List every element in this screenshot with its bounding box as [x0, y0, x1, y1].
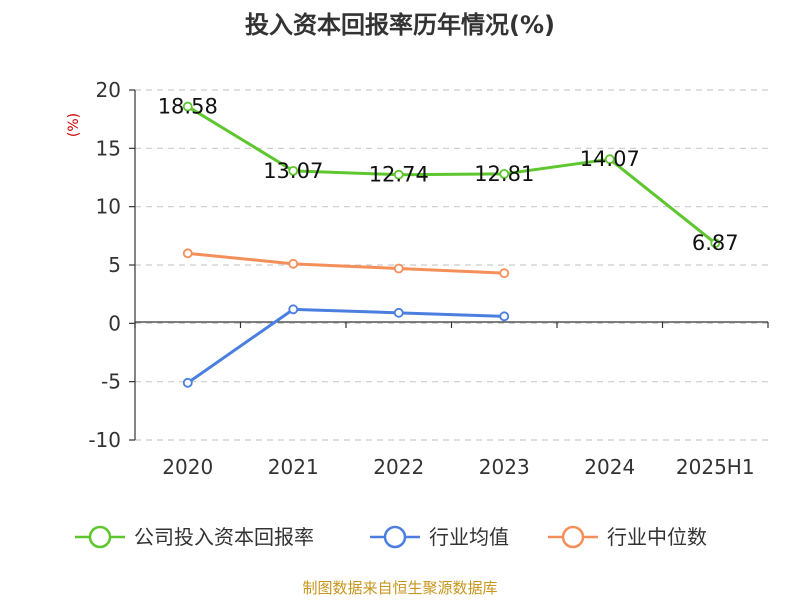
y-tick-label: 5	[108, 253, 121, 277]
data-point	[393, 169, 404, 180]
data-label: 6.87	[692, 231, 739, 255]
series-line	[186, 105, 717, 245]
series-layer	[182, 101, 721, 388]
y-tick-label: -5	[101, 370, 121, 394]
y-tick-label: 0	[108, 311, 121, 335]
legend-marker-icon	[383, 525, 407, 549]
series-0	[182, 101, 721, 249]
grid-lines	[135, 89, 768, 441]
data-label: 18.58	[158, 95, 218, 119]
data-label: 12.74	[369, 163, 429, 187]
y-tick-label: 20	[96, 78, 121, 102]
legend-item[interactable]: 行业中位数	[548, 525, 707, 549]
legend-marker-icon	[561, 525, 585, 549]
y-axis-unit-label: (%)	[66, 113, 82, 137]
y-tick-label: 15	[96, 136, 121, 160]
legend-marker-icon	[88, 525, 112, 549]
x-tick-label: 2024	[584, 455, 635, 479]
y-tick-label: 10	[96, 195, 121, 219]
data-point	[182, 248, 193, 259]
x-tick-label: 2020	[162, 455, 213, 479]
data-point	[710, 238, 721, 249]
data-point	[288, 165, 299, 176]
data-point	[604, 154, 615, 165]
legend-label: 行业中位数	[607, 525, 707, 549]
data-label: 13.07	[263, 159, 323, 183]
legend-label: 行业均值	[429, 525, 509, 549]
series-line	[187, 251, 505, 275]
chart-title: 投入资本回报率历年情况(%)	[245, 11, 555, 39]
data-point	[393, 307, 404, 318]
data-label: 12.81	[474, 162, 534, 186]
axes: 20 15 10 5 0 -5 -10 2020 2021 2022 2023 2024 2025H1	[88, 78, 769, 479]
data-point	[182, 377, 193, 388]
data-point	[288, 258, 299, 269]
legend-item[interactable]: 公司投入资本回报率	[75, 525, 314, 549]
data-point	[288, 304, 299, 315]
data-point	[182, 101, 193, 112]
source-note: 制图数据来自恒生聚源数据库	[302, 579, 497, 597]
data-point	[393, 263, 404, 274]
series-line	[186, 307, 505, 385]
data-label: 14.07	[580, 147, 640, 171]
y-tick-label: -10	[88, 428, 121, 452]
legend-item[interactable]: 行业均值	[370, 525, 509, 549]
x-tick-label: 2022	[373, 455, 424, 479]
x-tick-label: 2025H1	[676, 455, 755, 479]
series-1	[182, 304, 510, 388]
legend-label: 公司投入资本回报率	[134, 525, 314, 549]
x-tick-label: 2021	[268, 455, 319, 479]
data-point	[499, 268, 510, 279]
series-2	[182, 248, 510, 279]
x-tick-label: 2023	[479, 455, 530, 479]
data-point	[499, 311, 510, 322]
data-point	[499, 168, 510, 179]
legend: 公司投入资本回报率 行业均值 行业中位数	[75, 525, 707, 549]
data-labels: 18.58 13.07 12.74 12.81 14.07 6.87	[158, 95, 739, 256]
